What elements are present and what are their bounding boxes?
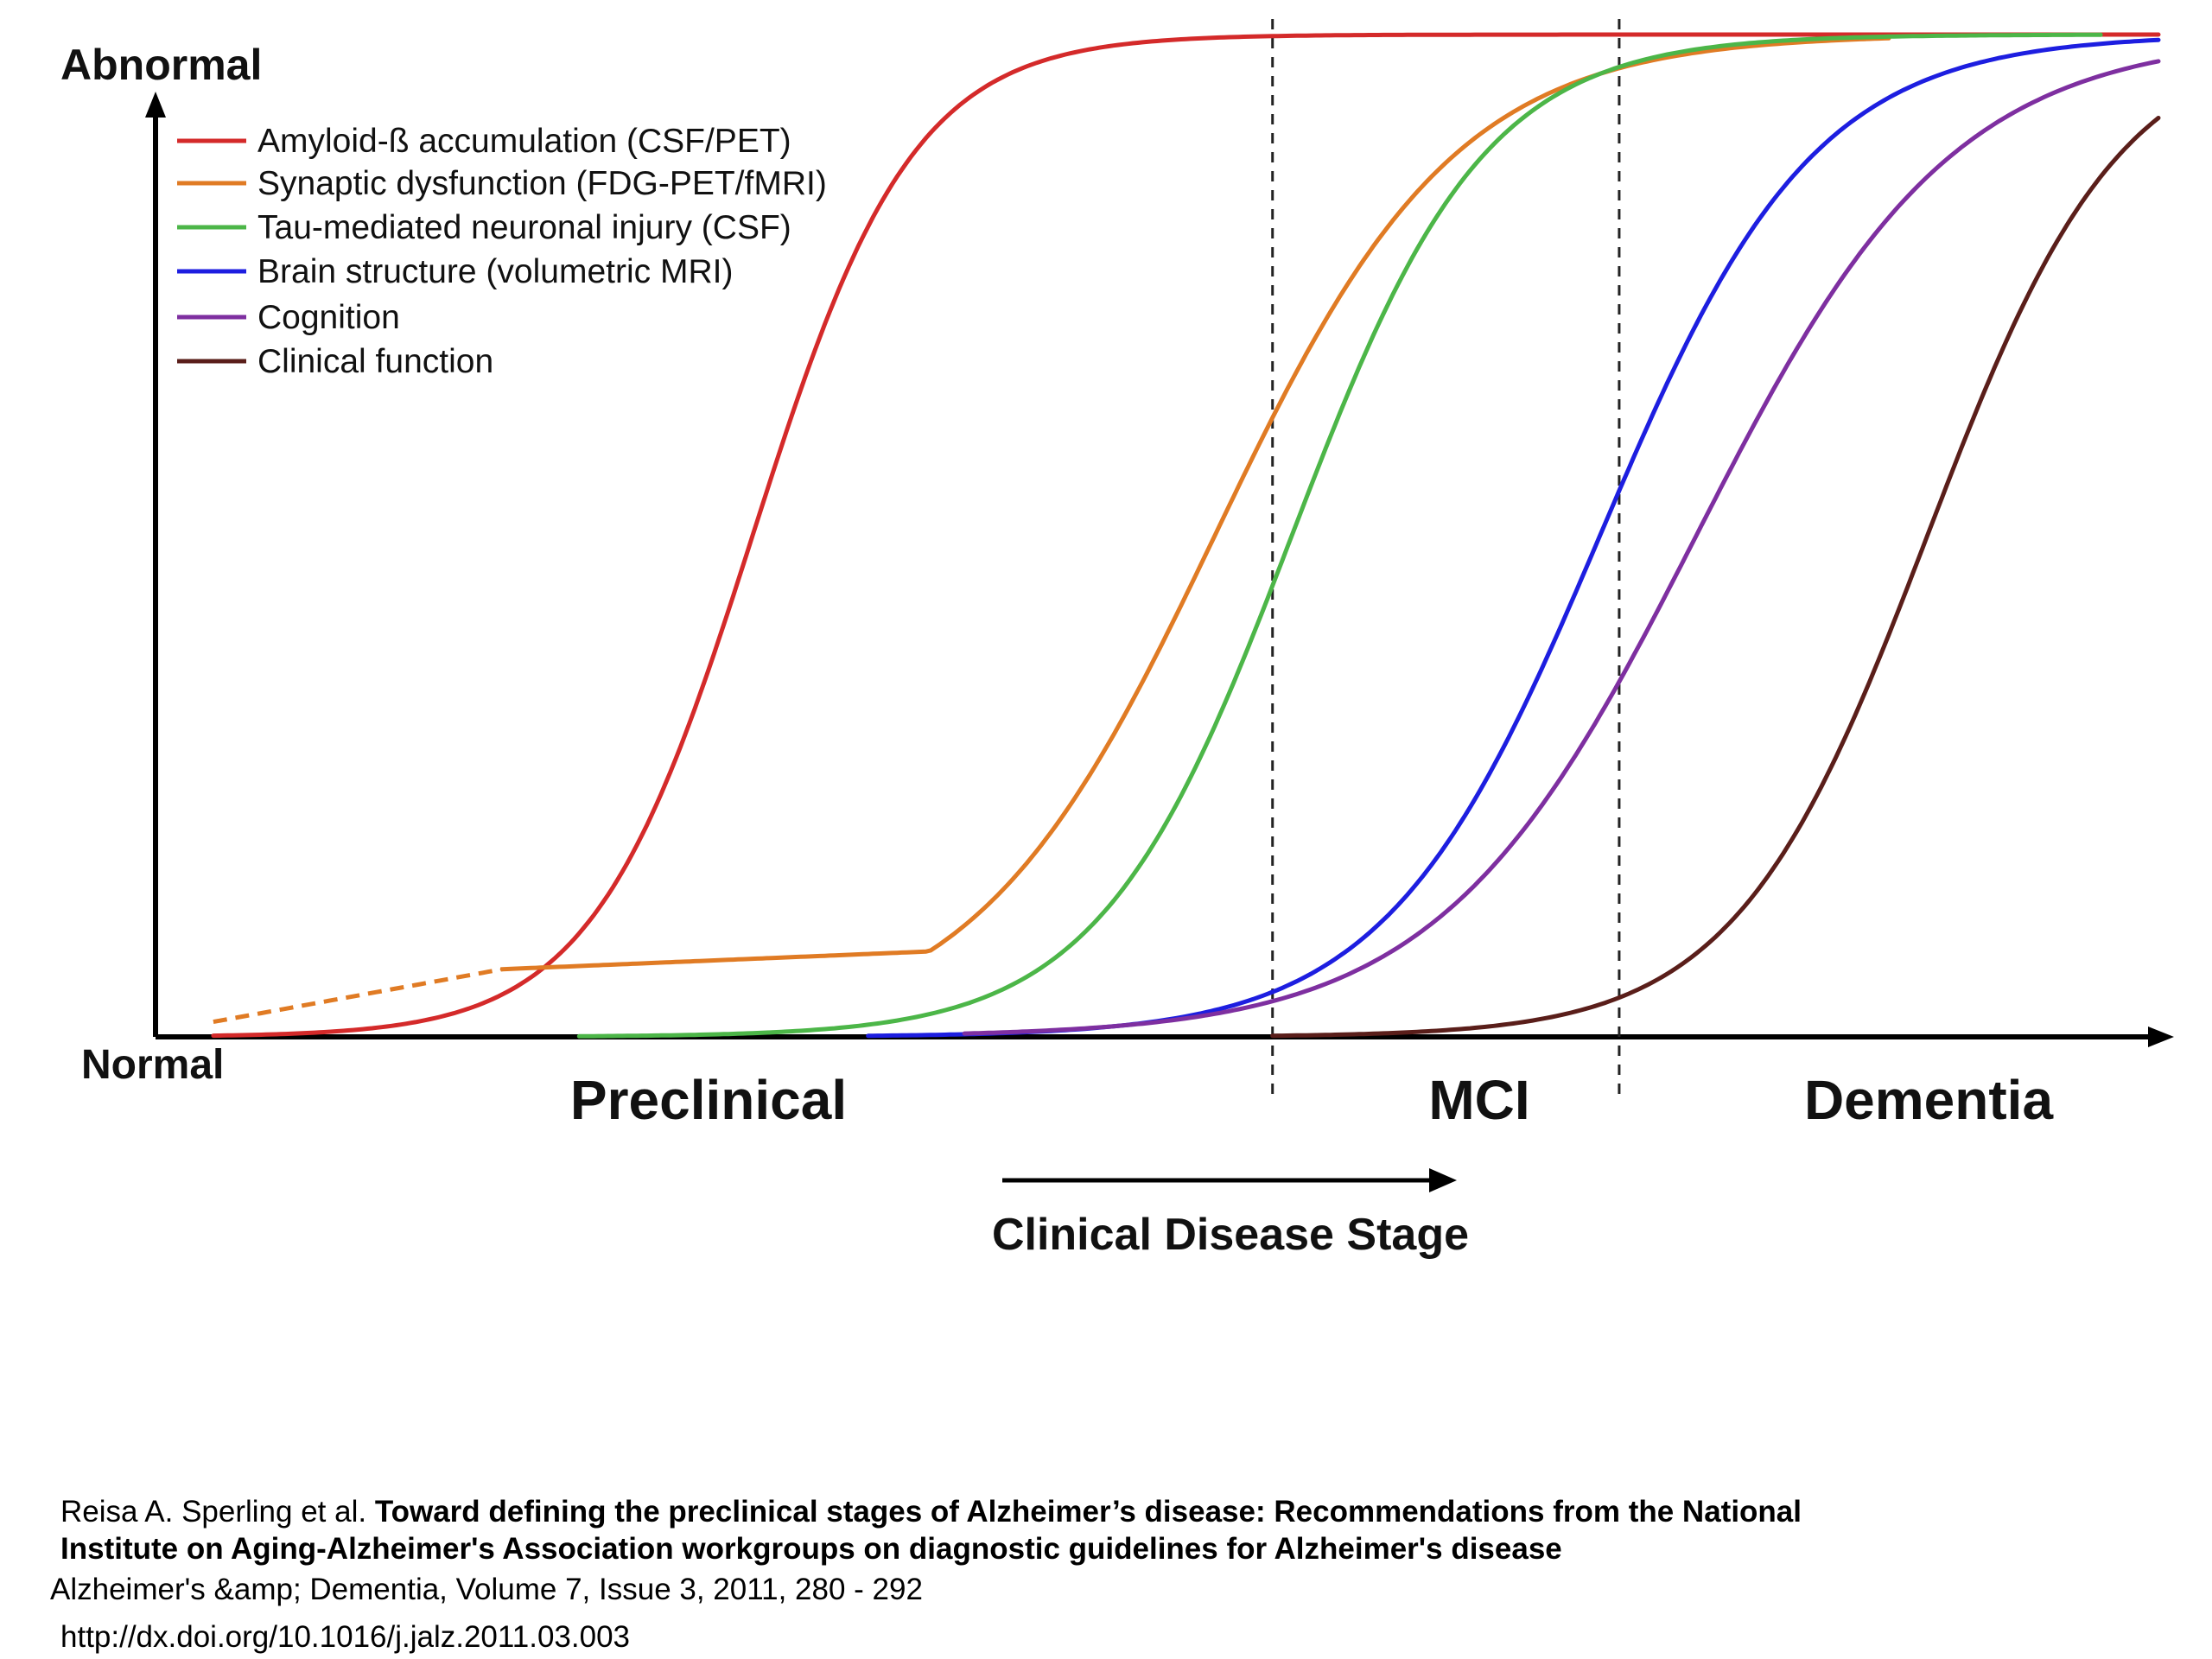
citation-title-part2: Institute on Aging-Alzheimer's Associati… <box>60 1532 1562 1566</box>
citation-doi[interactable]: http://dx.doi.org/10.1016/j.jalz.2011.03… <box>60 1620 631 1654</box>
citation: Reisa A. Sperling et al. Toward defining… <box>50 1493 2037 1656</box>
citation-line-1: Reisa A. Sperling et al. Toward defining… <box>60 1493 2037 1530</box>
series-line-synaptic-dashed <box>213 967 503 1025</box>
legend: Amyloid-ß accumulation (CSF/PET) Synapti… <box>177 123 827 380</box>
y-axis-bottom-label: Normal <box>81 1042 224 1088</box>
series-line-amyloid <box>211 32 2161 1039</box>
legend-label-clinical: Clinical function <box>257 343 493 380</box>
disease-stage-arrowhead <box>1429 1168 1457 1192</box>
stage-label-dementia: Dementia <box>1804 1069 2054 1131</box>
series-curves <box>211 32 2161 1039</box>
legend-label-tau: Tau-mediated neuronal injury (CSF) <box>257 209 791 246</box>
citation-journal: Alzheimer's &amp; Dementia, Volume 7, Is… <box>50 1573 923 1606</box>
x-axis-label: Clinical Disease Stage <box>992 1210 1469 1260</box>
biomarker-chart: Abnormal Normal Preclinical MCI Dementia… <box>60 19 2174 1260</box>
stage-label-mci: MCI <box>1428 1069 1529 1131</box>
citation-authors: Reisa A. Sperling et al. <box>60 1495 375 1529</box>
x-axis-arrowhead <box>2148 1027 2174 1047</box>
stage-label-preclinical: Preclinical <box>570 1069 847 1131</box>
series-line-cognition <box>962 59 2161 1036</box>
series-line-synaptic <box>499 35 1891 972</box>
legend-label-brain: Brain structure (volumetric MRI) <box>257 253 733 290</box>
y-axis-arrowhead <box>145 92 166 118</box>
series-line-tau <box>576 32 2103 1039</box>
y-axis-top-label: Abnormal <box>60 41 262 89</box>
series-line-brain <box>866 37 2161 1039</box>
stage-boundaries <box>1271 19 1621 1099</box>
legend-label-synaptic: Synaptic dysfunction (FDG-PET/fMRI) <box>257 165 827 202</box>
legend-label-amyloid: Amyloid-ß accumulation (CSF/PET) <box>257 123 791 160</box>
citation-title-part1: Toward defining the preclinical stages o… <box>374 1495 1802 1529</box>
legend-label-cognition: Cognition <box>257 299 400 336</box>
series-line-clinical <box>1270 116 2161 1039</box>
